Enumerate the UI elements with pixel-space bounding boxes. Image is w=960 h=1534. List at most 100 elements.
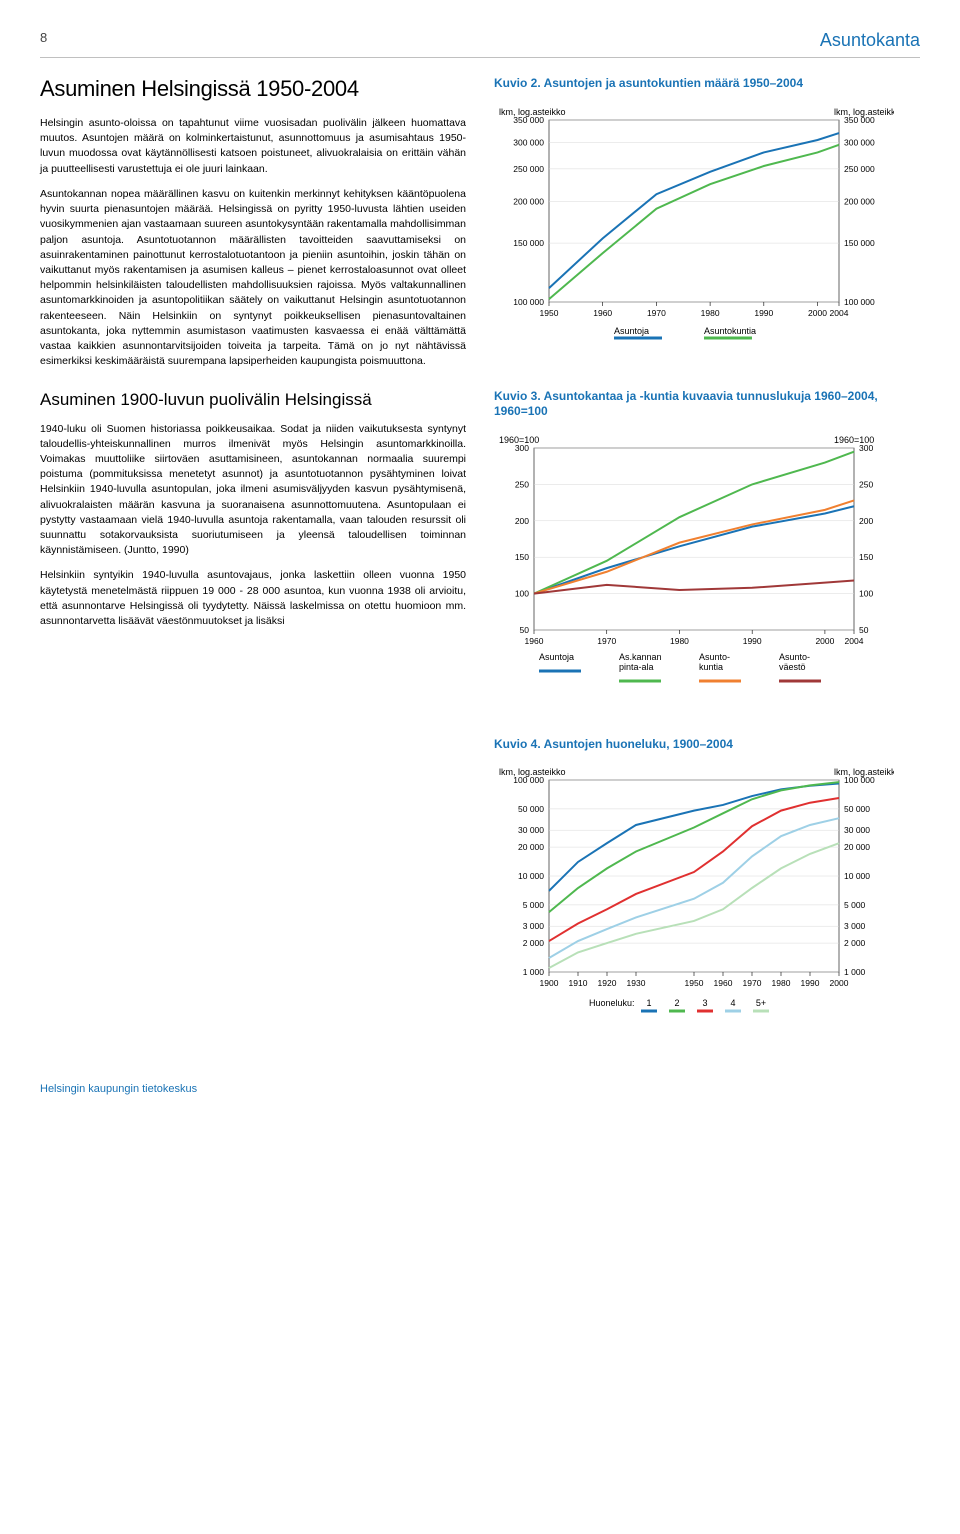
svg-text:1990: 1990: [801, 978, 820, 988]
svg-text:250 000: 250 000: [513, 163, 544, 173]
svg-text:1960: 1960: [525, 636, 544, 646]
svg-text:3 000: 3 000: [523, 922, 545, 932]
svg-text:1900: 1900: [540, 978, 559, 988]
svg-text:1960: 1960: [714, 978, 733, 988]
svg-text:250 000: 250 000: [844, 163, 875, 173]
svg-text:100 000: 100 000: [513, 775, 544, 785]
svg-text:1970: 1970: [597, 636, 616, 646]
svg-text:5 000: 5 000: [844, 900, 866, 910]
chart-3-svg: 1960=1001960=100505010010015015020020025…: [494, 430, 894, 710]
svg-text:väestö: väestö: [779, 662, 806, 672]
svg-text:150: 150: [859, 552, 873, 562]
svg-text:Asuntokuntia: Asuntokuntia: [704, 326, 756, 336]
svg-text:200 000: 200 000: [513, 196, 544, 206]
svg-text:Asuntoja: Asuntoja: [539, 652, 574, 662]
svg-text:350 000: 350 000: [513, 115, 544, 125]
svg-text:1980: 1980: [670, 636, 689, 646]
svg-text:50: 50: [859, 625, 869, 635]
svg-text:100 000: 100 000: [844, 775, 875, 785]
svg-text:200: 200: [515, 516, 529, 526]
svg-text:250: 250: [515, 479, 529, 489]
svg-text:1910: 1910: [569, 978, 588, 988]
svg-text:As.kannan: As.kannan: [619, 652, 662, 662]
para-3: 1940-luku oli Suomen historiassa poikkeu…: [40, 422, 466, 559]
svg-text:2: 2: [674, 998, 679, 1008]
chart-2-box: Kuvio 2. Asuntojen ja asuntokuntien määr…: [494, 76, 920, 367]
para-2: Asuntokannan nopea määrällinen kasvu on …: [40, 187, 466, 370]
svg-text:1960: 1960: [593, 308, 612, 318]
svg-text:1990: 1990: [754, 308, 773, 318]
svg-text:1: 1: [646, 998, 651, 1008]
svg-text:150 000: 150 000: [513, 238, 544, 248]
svg-text:50 000: 50 000: [518, 804, 544, 814]
svg-text:1950: 1950: [685, 978, 704, 988]
chart-4-box: Kuvio 4. Asuntojen huoneluku, 1900–2004 …: [494, 737, 920, 1038]
svg-text:50: 50: [520, 625, 530, 635]
svg-text:30 000: 30 000: [518, 826, 544, 836]
page-number: 8: [40, 30, 47, 45]
svg-text:30 000: 30 000: [844, 826, 870, 836]
svg-text:100: 100: [515, 588, 529, 598]
svg-text:350 000: 350 000: [844, 115, 875, 125]
svg-text:pinta-ala: pinta-ala: [619, 662, 654, 672]
svg-text:3 000: 3 000: [844, 922, 866, 932]
subheading-1900: Asuminen 1900-luvun puolivälin Helsingis…: [40, 390, 466, 410]
svg-text:3: 3: [702, 998, 707, 1008]
svg-text:2000: 2000: [815, 636, 834, 646]
svg-text:150: 150: [515, 552, 529, 562]
chart-4-svg: lkm, log.asteikkolkm, log.asteikko1 0001…: [494, 762, 894, 1032]
svg-text:200: 200: [859, 516, 873, 526]
svg-text:10 000: 10 000: [518, 871, 544, 881]
chart-2-title: Kuvio 2. Asuntojen ja asuntokuntien määr…: [494, 76, 920, 92]
svg-text:2004: 2004: [845, 636, 864, 646]
svg-text:200 000: 200 000: [844, 196, 875, 206]
svg-text:5+: 5+: [756, 998, 766, 1008]
chart-4-title: Kuvio 4. Asuntojen huoneluku, 1900–2004: [494, 737, 920, 753]
para-4: Helsinkiin syntyikin 1940-luvulla asunto…: [40, 568, 466, 629]
para-1: Helsingin asunto-oloissa on tapahtunut v…: [40, 116, 466, 177]
svg-text:1970: 1970: [647, 308, 666, 318]
svg-text:20 000: 20 000: [518, 842, 544, 852]
chart-3-box: Kuvio 3. Asuntokantaa ja -kuntia kuvaavi…: [494, 389, 920, 715]
right-column: Kuvio 2. Asuntojen ja asuntokuntien määr…: [494, 76, 920, 1059]
svg-text:Huoneluku:: Huoneluku:: [589, 998, 635, 1008]
svg-text:20 000: 20 000: [844, 842, 870, 852]
svg-text:300: 300: [515, 443, 529, 453]
svg-text:kuntia: kuntia: [699, 662, 723, 672]
svg-text:10 000: 10 000: [844, 871, 870, 881]
svg-text:100 000: 100 000: [513, 297, 544, 307]
svg-text:300: 300: [859, 443, 873, 453]
svg-text:2 000: 2 000: [523, 938, 545, 948]
svg-text:300 000: 300 000: [513, 137, 544, 147]
svg-text:2 000: 2 000: [844, 938, 866, 948]
svg-text:1 000: 1 000: [523, 967, 545, 977]
svg-text:1990: 1990: [743, 636, 762, 646]
svg-text:1930: 1930: [627, 978, 646, 988]
article-title: Asuminen Helsingissä 1950-2004: [40, 76, 466, 102]
chart-2-svg: lkm, log.asteikkolkm, log.asteikko100 00…: [494, 102, 894, 362]
svg-text:1980: 1980: [701, 308, 720, 318]
svg-text:250: 250: [859, 479, 873, 489]
svg-text:1 000: 1 000: [844, 967, 866, 977]
svg-text:Asuntoja: Asuntoja: [614, 326, 649, 336]
svg-text:2000: 2000: [830, 978, 849, 988]
svg-text:Asunto-: Asunto-: [699, 652, 730, 662]
svg-text:2000: 2000: [808, 308, 827, 318]
svg-text:50 000: 50 000: [844, 804, 870, 814]
svg-text:Asunto-: Asunto-: [779, 652, 810, 662]
svg-text:1920: 1920: [598, 978, 617, 988]
page-footer: Helsingin kaupungin tietokeskus: [40, 1083, 920, 1095]
svg-text:1980: 1980: [772, 978, 791, 988]
page-header: 8 Asuntokanta: [40, 30, 920, 58]
chart-3-title: Kuvio 3. Asuntokantaa ja -kuntia kuvaavi…: [494, 389, 920, 420]
svg-text:1970: 1970: [743, 978, 762, 988]
svg-text:4: 4: [730, 998, 735, 1008]
svg-text:100: 100: [859, 588, 873, 598]
svg-text:300 000: 300 000: [844, 137, 875, 147]
svg-text:100 000: 100 000: [844, 297, 875, 307]
svg-text:1950: 1950: [540, 308, 559, 318]
svg-text:2004: 2004: [830, 308, 849, 318]
section-heading: Asuntokanta: [820, 30, 920, 51]
svg-text:150 000: 150 000: [844, 238, 875, 248]
svg-text:5 000: 5 000: [523, 900, 545, 910]
